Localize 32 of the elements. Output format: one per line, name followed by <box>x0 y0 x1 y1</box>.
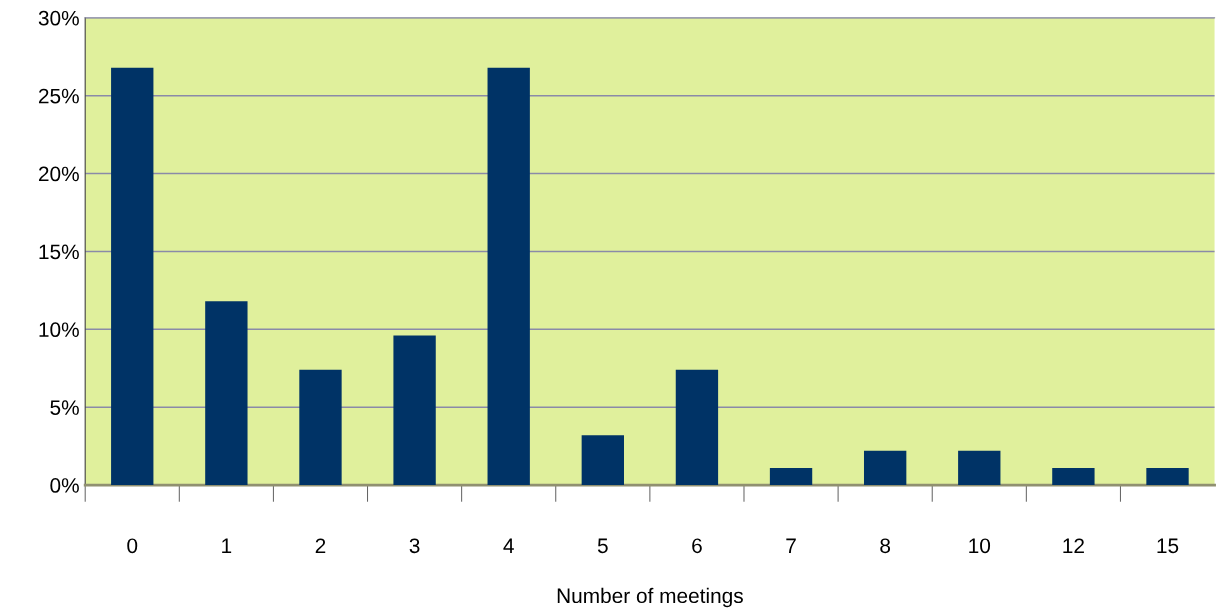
bar <box>111 67 154 486</box>
bar <box>863 450 907 486</box>
x-tick-label: 3 <box>409 538 420 554</box>
bar <box>675 369 719 486</box>
x-tick-label: 2 <box>315 538 326 553</box>
x-tick-label: 12 <box>1063 538 1084 553</box>
x-tick-label: 10 <box>969 538 991 554</box>
bar <box>581 435 624 486</box>
y-tick-label: 10% <box>39 322 79 338</box>
y-tick-label: 15% <box>39 244 79 260</box>
x-tick-label: 6 <box>692 538 702 554</box>
y-tick-label: 30% <box>38 10 79 26</box>
x-axis-title: Number of meetings <box>557 587 743 608</box>
y-tick-label: 5% <box>50 400 79 415</box>
bar <box>299 369 342 486</box>
bar <box>958 450 1001 486</box>
x-tick-label: 1 <box>222 538 232 553</box>
x-tick-label: 0 <box>127 538 138 554</box>
x-tick-label: 7 <box>786 538 796 553</box>
bar <box>1146 467 1189 486</box>
bar <box>393 335 436 486</box>
x-tick-label: 8 <box>880 538 891 554</box>
y-tick-label: 0% <box>50 478 79 493</box>
x-tick-label: 4 <box>503 538 514 553</box>
bar <box>487 67 530 486</box>
x-tick-label: 5 <box>597 538 608 554</box>
y-tick-label: 25% <box>38 88 79 104</box>
y-tick-label: 20% <box>38 166 79 182</box>
bar <box>205 301 248 486</box>
bar <box>769 467 813 486</box>
x-tick-label: 15 <box>1157 538 1179 554</box>
bar <box>1052 467 1095 486</box>
